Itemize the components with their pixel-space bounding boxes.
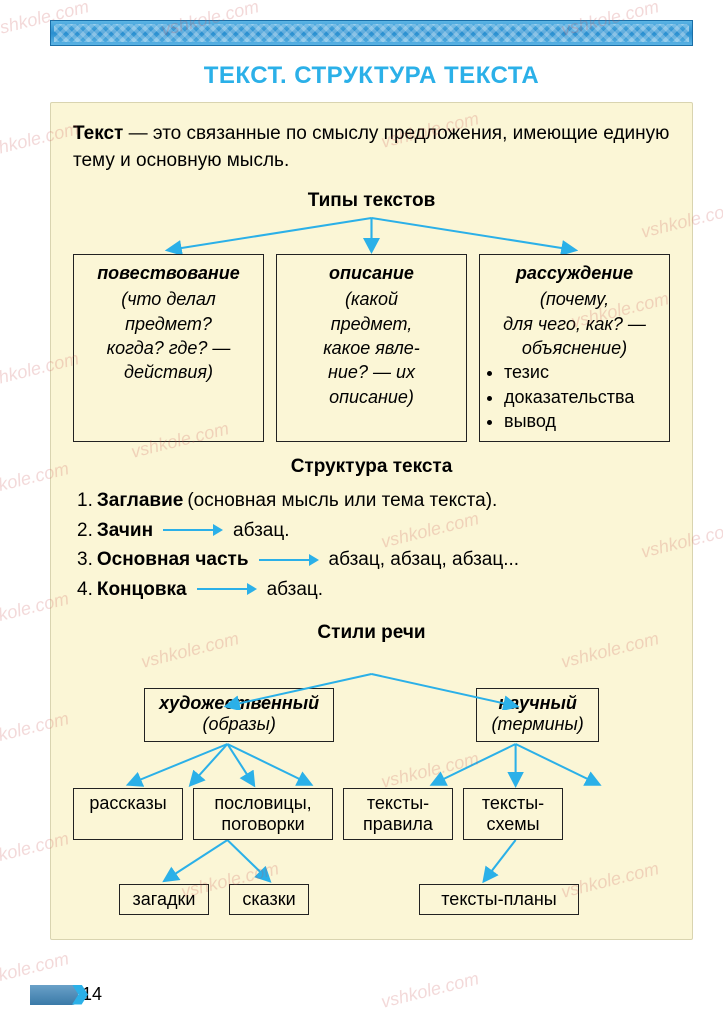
types-arrow-layer — [73, 214, 670, 254]
type-box-line: описание) — [287, 385, 456, 409]
row-bold: Зачин — [97, 516, 153, 545]
type-box-line: когда? где? — — [84, 336, 253, 360]
styles-mid-row: рассказыпословицы,поговоркитексты-правил… — [73, 788, 670, 840]
page-title: ТЕКСТ. СТРУКТУРА ТЕКСТА — [50, 62, 693, 90]
intro-paragraph: Текст — это связанные по смыслу предложе… — [73, 121, 670, 174]
type-box-line: (что делал — [84, 287, 253, 311]
style-top-box-1: научный(термины) — [476, 688, 598, 742]
watermark: vshkole.com — [379, 968, 481, 1013]
types-tree: Типы текстов повествование(что делалпред… — [73, 190, 670, 442]
type-box-line: (какой — [287, 287, 456, 311]
row-after: абзац. — [233, 516, 289, 545]
arrow-icon — [197, 582, 257, 596]
style-bot-box-2: тексты-планы — [419, 884, 579, 915]
type-box-bullet: доказательства — [504, 385, 659, 409]
type-box-line: действия) — [84, 360, 253, 384]
type-box-bullets: тезисдоказательствавывод — [504, 360, 659, 433]
style-top-title: научный — [491, 693, 583, 714]
type-box-line: предмет? — [84, 312, 253, 336]
page-number-container: 14 — [30, 984, 102, 1005]
styles-bot-row: загадки сказки тексты-планы — [73, 884, 670, 915]
style-mid-box-1: пословицы,поговорки — [193, 788, 333, 840]
types-boxes-row: повествование(что делалпредмет?когда? гд… — [73, 254, 670, 442]
arrow-icon — [163, 523, 223, 537]
style-top-title: художественный — [159, 693, 319, 714]
type-box-title: описание — [287, 261, 456, 285]
type-box-bullet: вывод — [504, 409, 659, 433]
style-top-sub: (образы) — [159, 714, 319, 735]
type-box-line: ние? — их — [287, 360, 456, 384]
types-heading: Типы текстов — [73, 190, 670, 212]
arrow-icon — [259, 553, 319, 567]
styles-bot-arrows — [73, 840, 670, 884]
page: ТЕКСТ. СТРУКТУРА ТЕКСТА Текст — это связ… — [0, 0, 723, 1023]
type-box-line: какое явле- — [287, 336, 456, 360]
structure-row-0: 1. Заглавие (основная мысль или тема тек… — [77, 486, 670, 515]
style-mid-box-2: тексты-правила — [343, 788, 453, 840]
row-num: 1. — [77, 486, 93, 515]
type-box-bullet: тезис — [504, 360, 659, 384]
type-box-line: (почему, — [490, 287, 659, 311]
type-box-0: повествование(что делалпредмет?когда? гд… — [73, 254, 264, 442]
structure-list: 1. Заглавие (основная мысль или тема тек… — [77, 486, 670, 604]
row-num: 3. — [77, 545, 93, 574]
style-top-box-0: художественный(образы) — [144, 688, 334, 742]
styles-heading: Стили речи — [73, 622, 670, 644]
structure-row-1: 2. Зачин абзац. — [77, 516, 670, 545]
structure-row-3: 4. Концовка абзац. — [77, 575, 670, 604]
styles-tree: художественный(образы) научный(термины) р… — [73, 650, 670, 915]
type-box-title: повествование — [84, 261, 253, 285]
styles-mid-arrows — [73, 742, 670, 788]
type-box-line: предмет, — [287, 312, 456, 336]
decorative-top-band — [50, 20, 693, 46]
style-mid-box-0: рассказы — [73, 788, 183, 840]
type-box-1: описание(какойпредмет,какое явле-ние? — … — [276, 254, 467, 442]
style-bot-box-0: загадки — [119, 884, 209, 915]
row-num: 2. — [77, 516, 93, 545]
styles-top-row: художественный(образы) научный(термины) — [73, 688, 670, 742]
style-bot-box-1: сказки — [229, 884, 309, 915]
content-panel: Текст — это связанные по смыслу предложе… — [50, 102, 693, 940]
type-box-line: объяснение) — [490, 336, 659, 360]
structure-row-2: 3. Основная часть абзац, абзац, абзац... — [77, 545, 670, 574]
intro-bold: Текст — [73, 123, 123, 144]
type-box-title: рассуждение — [490, 261, 659, 285]
row-after: (основная мысль или тема текста). — [187, 486, 497, 515]
row-after: абзац. — [267, 575, 323, 604]
row-num: 4. — [77, 575, 93, 604]
row-after: абзац, абзац, абзац... — [329, 545, 520, 574]
intro-rest: — это связанные по смыслу предложения, и… — [73, 123, 669, 171]
page-number-band — [30, 985, 78, 1005]
structure-heading: Структура текста — [73, 456, 670, 478]
style-top-sub: (термины) — [491, 714, 583, 735]
type-box-line: для чего, как? — — [490, 312, 659, 336]
type-box-2: рассуждение(почему,для чего, как? —объяс… — [479, 254, 670, 442]
row-bold: Основная часть — [97, 545, 249, 574]
row-bold: Концовка — [97, 575, 187, 604]
style-mid-box-3: тексты-схемы — [463, 788, 563, 840]
row-bold: Заглавие — [97, 486, 183, 515]
